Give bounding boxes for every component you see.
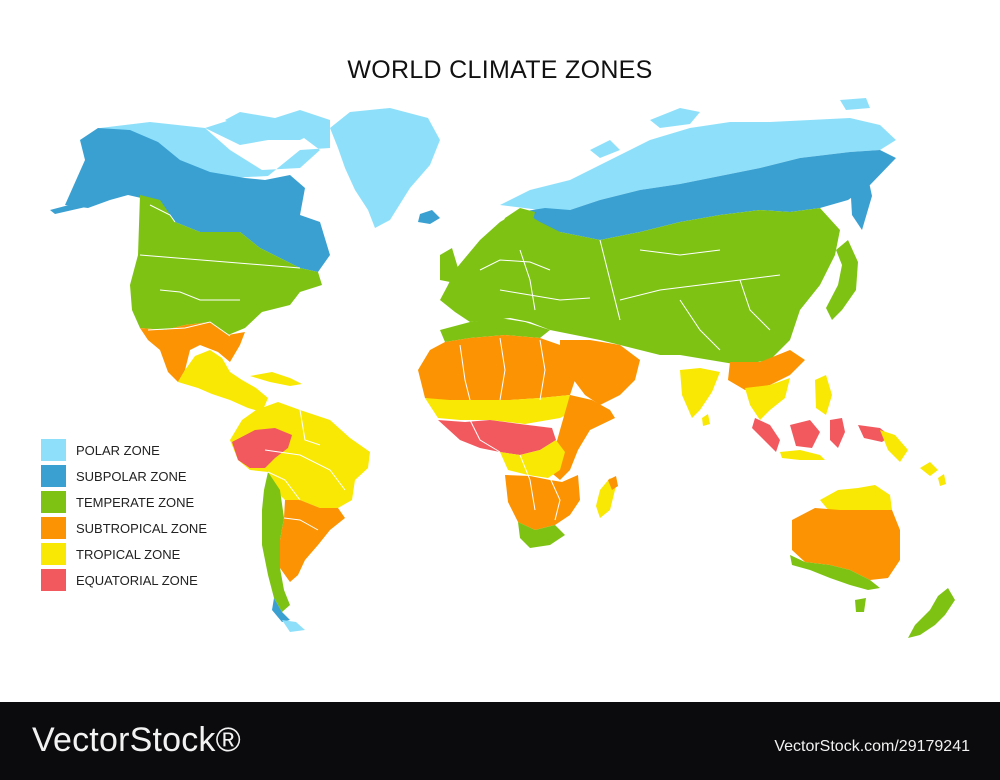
- legend-item-polar: POLAR ZONE: [41, 437, 207, 463]
- new-zealand: [908, 588, 955, 638]
- eurasia: [440, 98, 896, 426]
- zone-tropical-central: [500, 440, 565, 478]
- legend-swatch: [41, 569, 66, 591]
- legend-item-equatorial: EQUATORIAL ZONE: [41, 567, 207, 593]
- zone-subtropical-east: [548, 395, 615, 480]
- zone-subtropical-arabia: [560, 340, 640, 405]
- footer-brand: VectorStock®: [32, 721, 241, 759]
- na-borders: [139, 204, 301, 337]
- zone-subtropical: [792, 508, 900, 580]
- legend-item-subpolar: SUBPOLAR ZONE: [41, 463, 207, 489]
- madagascar-north: [608, 476, 618, 490]
- zone-tropical-india: [680, 368, 720, 418]
- kamchatka: [850, 168, 872, 230]
- zone-temperate-north: [440, 318, 550, 342]
- legend-label: TEMPERATE ZONE: [76, 494, 195, 510]
- legend-item-temperate: TEMPERATE ZONE: [41, 489, 207, 515]
- zone-tropical: [178, 350, 268, 412]
- zone-subpolar: [520, 150, 896, 240]
- indonesia: [752, 418, 946, 486]
- legend-swatch: [41, 543, 66, 565]
- zone-temperate: [440, 208, 840, 365]
- legend-label: EQUATORIAL ZONE: [76, 572, 198, 588]
- zone-subtropical-seasia: [728, 350, 805, 390]
- legend-item-subtropical: SUBTROPICAL ZONE: [41, 515, 207, 541]
- zone-polar: [282, 620, 305, 632]
- zone-polar: [500, 118, 896, 210]
- south-america: [230, 402, 370, 632]
- pacific-islands: [920, 462, 946, 486]
- sri-lanka: [702, 414, 710, 426]
- zone-equatorial: [438, 420, 556, 455]
- java: [780, 450, 825, 460]
- legend-swatch: [41, 465, 66, 487]
- zone-subpolar: [65, 128, 330, 272]
- zone-temperate: [130, 195, 322, 335]
- iceland: [418, 210, 440, 224]
- eurasia-borders: [479, 239, 781, 351]
- caribbean: [250, 372, 302, 386]
- map-title: WORLD CLIMATE ZONES: [347, 56, 653, 84]
- sa-borders: [264, 409, 346, 531]
- japan: [826, 240, 858, 320]
- world-map: [50, 98, 955, 638]
- zone-tropical-indochina: [745, 378, 790, 420]
- legend-swatch: [41, 491, 66, 513]
- philippines: [815, 375, 832, 415]
- zone-subpolar-tail: [50, 200, 90, 214]
- sulawesi: [830, 418, 845, 448]
- africa: [418, 318, 618, 548]
- legend-item-tropical: TROPICAL ZONE: [41, 541, 207, 567]
- madagascar: [596, 478, 616, 518]
- zone-subtropical: [140, 322, 245, 382]
- watermark-footer: VectorStock® VectorStock.com/29179241: [0, 702, 1000, 780]
- zone-subtropical: [280, 500, 345, 582]
- legend-swatch: [41, 517, 66, 539]
- papua-east: [880, 430, 908, 462]
- sumatra: [752, 418, 780, 452]
- tasmania: [855, 598, 866, 612]
- zone-subtropical-sahara: [418, 335, 575, 402]
- zone-temperate: [262, 472, 290, 612]
- zone-temperate: [790, 555, 880, 590]
- zone-tropical: [820, 485, 892, 512]
- zone-subpolar: [272, 598, 290, 622]
- scandinavia: [495, 208, 535, 252]
- legend: POLAR ZONE SUBPOLAR ZONE TEMPERATE ZONE …: [41, 437, 207, 593]
- oceania: [790, 485, 955, 638]
- legend-label: SUBTROPICAL ZONE: [76, 520, 207, 536]
- greenland: [330, 108, 440, 228]
- zone-equatorial: [232, 428, 292, 468]
- zone-subtropical-south: [505, 475, 580, 530]
- zone-polar-islands: [205, 120, 320, 145]
- new-guinea: [858, 425, 890, 442]
- north-america: [50, 108, 440, 412]
- legend-label: TROPICAL ZONE: [76, 546, 181, 562]
- borneo: [790, 420, 820, 448]
- legend-swatch: [41, 439, 66, 461]
- zone-temperate-south: [518, 522, 565, 548]
- legend-label: SUBPOLAR ZONE: [76, 468, 187, 484]
- zone-tropical-sahel: [425, 395, 585, 424]
- legend-label: POLAR ZONE: [76, 442, 160, 458]
- britain: [440, 248, 458, 282]
- footer-image-id: VectorStock.com/29179241: [774, 738, 970, 755]
- africa-borders: [459, 337, 561, 521]
